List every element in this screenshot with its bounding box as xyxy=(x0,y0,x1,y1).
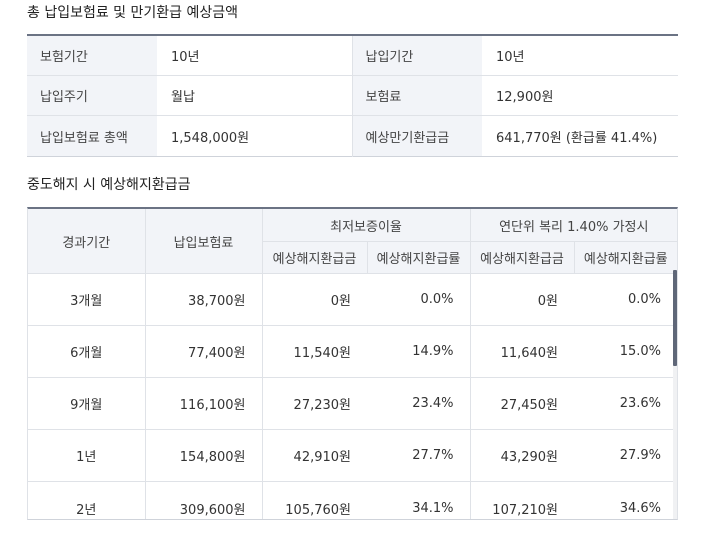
table-row: 6개월 77,400원 11,540원 14.9% 11,640원 15.0% xyxy=(28,325,677,378)
summary-row: 보험기간 10년 납입기간 10년 xyxy=(27,35,678,76)
scrollbar-track[interactable] xyxy=(673,270,677,519)
cell-min-rate: 14.9% xyxy=(367,325,471,378)
cell-min-rate: 34.1% xyxy=(412,500,454,516)
summary-label: 납입보험료 총액 xyxy=(27,115,157,157)
cell-comp-rate: 34.6% xyxy=(619,500,662,516)
summary-row: 납입보험료 총액 1,548,000원 예상만기환급금 641,770원 (환급… xyxy=(27,115,678,157)
cell-comp-rate: 23.6% xyxy=(574,377,677,430)
cell-premium: 38,700원 xyxy=(144,273,262,326)
cell-period: 1년 xyxy=(28,429,145,482)
summary-value: 12,900원 xyxy=(482,75,678,116)
header-premium: 납입보험료 xyxy=(144,209,263,274)
summary-title: 총 납입보험료 및 만기환급 예상금액 xyxy=(27,5,238,21)
summary-value: 10년 xyxy=(482,35,678,76)
cell-min-amount: 0원 xyxy=(261,273,367,326)
cell-period: 3개월 xyxy=(28,273,145,326)
summary-value: 1,548,000원 xyxy=(171,130,250,146)
header-refund-rate: 예상해지환급률 xyxy=(573,241,677,274)
cell-comp-rate: 15.0% xyxy=(574,325,677,378)
cell-premium: 116,100원 xyxy=(144,377,262,430)
table-row: 2년 309,600원 105,760원 34.1% 107,210원 34.6… xyxy=(28,481,677,519)
cell-min-amount: 42,910원 xyxy=(261,429,367,482)
summary-label: 보험기간 xyxy=(27,35,157,76)
cell-premium: 309,600원 xyxy=(144,481,262,519)
summary-value: 641,770원 (환급률 41.4%) xyxy=(496,130,658,146)
cell-comp-amount: 0원 xyxy=(469,273,575,326)
cell-comp-amount: 43,290원 xyxy=(469,429,575,482)
table-row: 9개월 116,100원 27,230원 23.4% 27,450원 23.6% xyxy=(28,377,677,430)
cell-min-rate: 0.0% xyxy=(367,273,471,326)
summary-label: 납입주기 xyxy=(27,75,157,116)
cell-premium: 154,800원 xyxy=(144,429,262,482)
scrollbar-thumb[interactable] xyxy=(673,270,677,366)
table-row: 1년 154,800원 42,910원 27.7% 43,290원 27.9% xyxy=(28,429,677,482)
cell-min-amount: 105,760원 xyxy=(261,481,367,519)
header-period: 경과기간 xyxy=(28,209,146,274)
cell-min-amount: 27,230원 xyxy=(261,377,367,430)
summary-table: 보험기간 10년 납입기간 10년 납입주기 월납 보험료 12,900원 납입… xyxy=(27,34,678,157)
summary-label: 예상만기환급금 xyxy=(351,115,482,157)
refund-table: 경과기간 납입보험료 최저보증이율 연단위 복리 1.40% 가정시 예상해지환… xyxy=(28,209,677,519)
header-refund-amount: 예상해지환급금 xyxy=(261,241,368,274)
cell-comp-rate: 0.0% xyxy=(574,273,677,326)
cell-comp-amount: 27,450원 xyxy=(469,377,575,430)
cell-premium: 77,400원 xyxy=(144,325,262,378)
cell-comp-amount: 11,640원 xyxy=(469,325,575,378)
header-compound-rate: 연단위 복리 1.40% 가정시 xyxy=(469,209,677,242)
header-refund-amount: 예상해지환급금 xyxy=(469,241,575,274)
cell-period: 9개월 xyxy=(28,377,145,430)
refund-table-container[interactable]: 경과기간 납입보험료 최저보증이율 연단위 복리 1.40% 가정시 예상해지환… xyxy=(27,207,678,520)
refund-title: 중도해지 시 예상해지환급금 xyxy=(27,177,191,193)
cell-comp-amount: 107,210원 xyxy=(469,481,575,519)
summary-row: 납입주기 월납 보험료 12,900원 xyxy=(27,75,678,116)
summary-label: 보험료 xyxy=(351,75,482,116)
cell-min-amount: 11,540원 xyxy=(261,325,367,378)
cell-period: 6개월 xyxy=(28,325,145,378)
cell-period: 2년 xyxy=(76,502,97,518)
summary-value: 월납 xyxy=(157,75,352,116)
header-min-guarantee: 최저보증이율 xyxy=(261,209,471,242)
summary-label: 납입기간 xyxy=(351,35,482,76)
header-refund-rate: 예상해지환급률 xyxy=(366,241,471,274)
summary-value: 10년 xyxy=(157,35,352,76)
cell-comp-rate: 27.9% xyxy=(574,429,677,482)
cell-min-rate: 27.7% xyxy=(367,429,471,482)
cell-min-rate: 23.4% xyxy=(367,377,471,430)
table-row: 3개월 38,700원 0원 0.0% 0원 0.0% xyxy=(28,273,677,326)
